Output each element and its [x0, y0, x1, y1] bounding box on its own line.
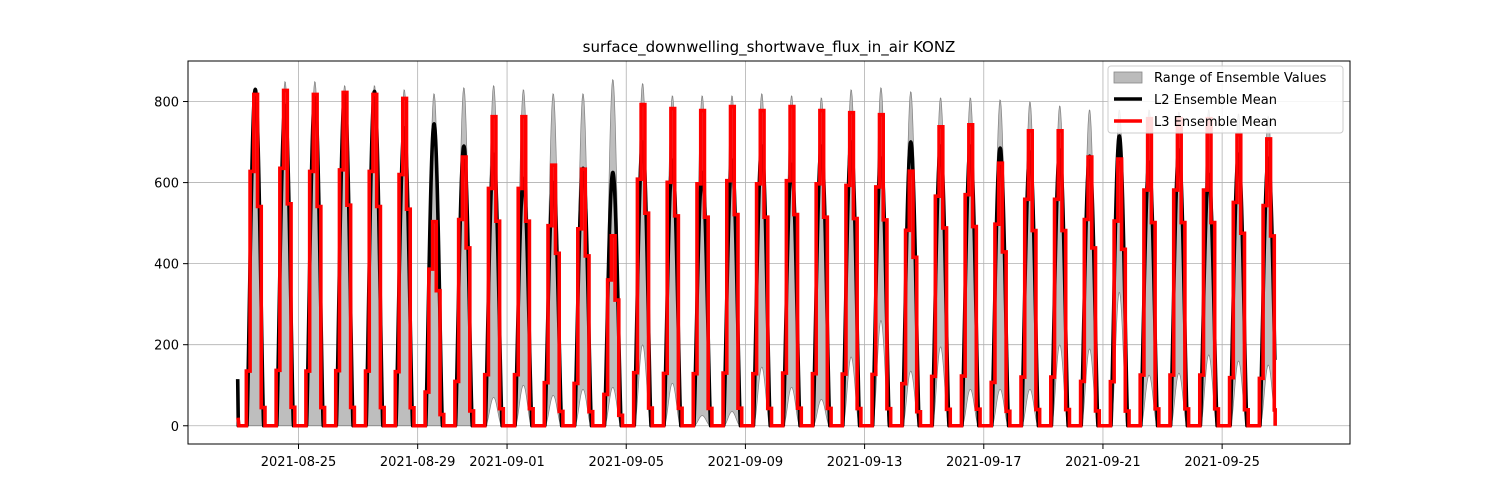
x-tick-label: 2021-08-25 [261, 455, 337, 470]
x-axis: 2021-08-25 2021-08-29 2021-09-01 2021-09-05… [261, 444, 1260, 470]
legend-label-l3: L3 Ensemble Mean [1154, 115, 1277, 130]
y-tick-label: 0 [171, 420, 179, 435]
series-line-l3 [236, 88, 1277, 428]
x-tick-label: 2021-09-13 [827, 455, 903, 470]
x-tick-label: 2021-09-25 [1184, 455, 1260, 470]
y-tick-label: 200 [154, 339, 179, 354]
legend: Range of Ensemble Values L2 Ensemble Mea… [1107, 65, 1344, 134]
y-tick-label: 800 [154, 96, 179, 111]
legend-swatch-range [1113, 71, 1143, 84]
legend-label-range: Range of Ensemble Values [1154, 71, 1327, 86]
x-tick-label: 2021-09-01 [469, 455, 545, 470]
legend-label-l2: L2 Ensemble Mean [1154, 93, 1277, 108]
x-tick-label: 2021-09-17 [946, 455, 1022, 470]
x-tick-label: 2021-08-29 [380, 455, 456, 470]
series-lines [235, 87, 1277, 428]
chart-title: surface_downwelling_shortwave_flux_in_ai… [583, 38, 956, 57]
y-tick-label: 600 [154, 177, 179, 192]
x-tick-label: 2021-09-09 [708, 455, 784, 470]
y-axis: 0 200 400 600 800 [154, 96, 188, 435]
y-tick-label: 400 [154, 258, 179, 273]
plot-frame [187, 60, 1351, 445]
x-tick-label: 2021-09-05 [588, 455, 664, 470]
x-tick-label: 2021-09-21 [1065, 455, 1141, 470]
legend-box [1107, 65, 1344, 134]
